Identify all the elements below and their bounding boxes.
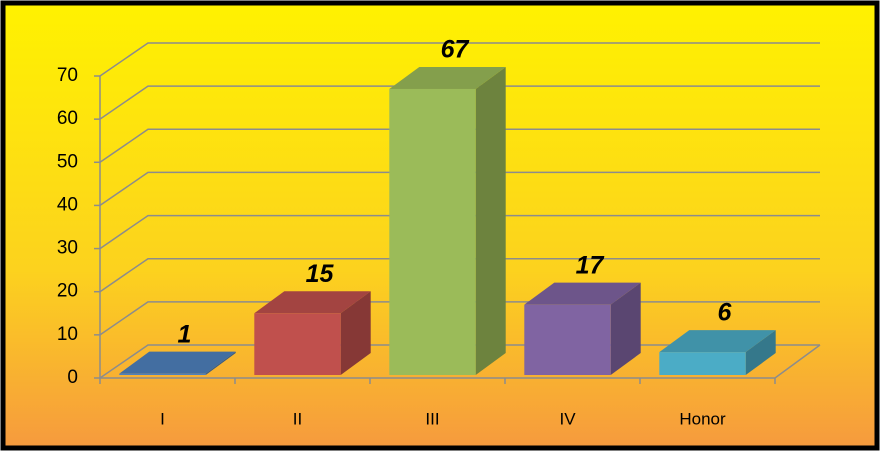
bar-top (659, 330, 776, 353)
bar (389, 88, 476, 375)
data-label: 17 (576, 251, 605, 279)
data-label: 1 (178, 320, 192, 348)
y-tick-label: 0 (67, 367, 78, 388)
x-tick-label: Honor (679, 409, 726, 428)
bar (119, 373, 206, 375)
y-tick-label: 30 (57, 238, 78, 259)
y-tick-label: 50 (57, 151, 78, 172)
y-tick-label: 70 (57, 65, 78, 86)
grid-line (99, 257, 820, 293)
bar-side (745, 330, 776, 375)
data-label: 15 (306, 260, 335, 288)
bar-side (610, 282, 641, 375)
y-tick-label: 60 (57, 108, 78, 129)
bar (524, 304, 611, 375)
grid-line (99, 42, 820, 77)
grid-line (99, 85, 820, 120)
bar-top (389, 66, 506, 89)
x-tick-label: III (425, 409, 439, 428)
grid-line (99, 171, 820, 207)
bar-side (340, 291, 371, 375)
bar (659, 352, 746, 375)
bar-top (254, 291, 371, 314)
bar (254, 313, 341, 375)
y-tick-label: 40 (57, 194, 78, 215)
bar-side (475, 66, 506, 375)
bar-top (524, 282, 641, 305)
bar-top (119, 351, 236, 374)
data-label: 6 (718, 299, 733, 327)
grid-line (99, 214, 820, 250)
x-tick-label: II (293, 409, 302, 428)
bar-side (205, 351, 236, 375)
x-tick-label: IV (559, 409, 576, 428)
grid-line (99, 128, 820, 163)
data-label: 67 (441, 36, 470, 64)
y-tick-label: 10 (57, 324, 78, 345)
y-tick-label: 20 (57, 281, 78, 302)
x-tick-label: I (160, 409, 165, 428)
